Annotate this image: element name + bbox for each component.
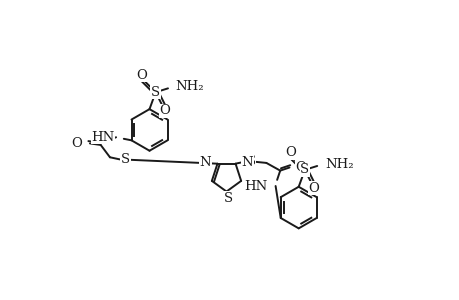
Text: S: S <box>246 155 255 168</box>
Text: S: S <box>223 192 232 205</box>
Text: S: S <box>121 153 129 166</box>
Text: O: O <box>285 146 296 159</box>
Text: O: O <box>71 137 82 150</box>
Text: S: S <box>300 163 309 176</box>
Text: N: N <box>199 156 211 169</box>
Text: NH₂: NH₂ <box>324 158 353 171</box>
Text: N: N <box>241 156 253 169</box>
Text: O: O <box>136 69 147 82</box>
Text: O: O <box>159 104 170 117</box>
Text: HN: HN <box>91 131 114 144</box>
Text: S: S <box>151 86 160 99</box>
Text: NH₂: NH₂ <box>175 80 204 93</box>
Text: O: O <box>308 182 319 195</box>
Text: O: O <box>295 161 306 174</box>
Text: HN: HN <box>244 179 267 193</box>
